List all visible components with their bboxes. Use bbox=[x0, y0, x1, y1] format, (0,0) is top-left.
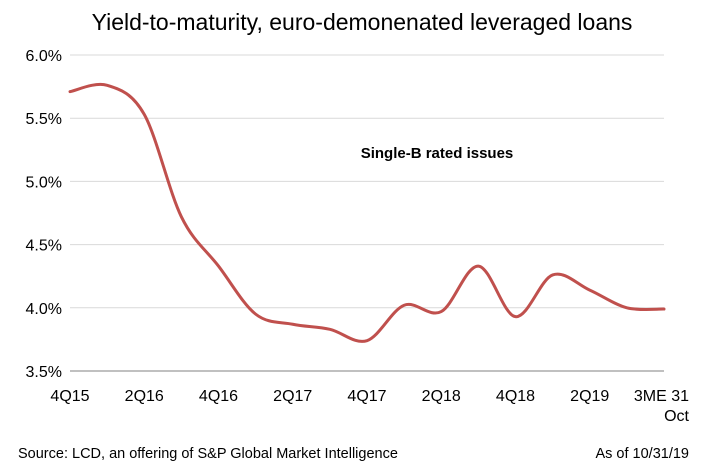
data-point bbox=[69, 90, 72, 93]
series-annotation: Single-B rated issues bbox=[361, 145, 514, 162]
data-point bbox=[143, 113, 146, 116]
x-tick-label: 4Q15 bbox=[50, 388, 89, 405]
data-point bbox=[588, 289, 591, 292]
data-point bbox=[366, 339, 369, 342]
x-tick-label: 2Q18 bbox=[422, 388, 461, 405]
data-point bbox=[551, 273, 554, 276]
y-tick-label: 3.5% bbox=[26, 364, 62, 381]
x-tick-label: 2Q19 bbox=[570, 388, 609, 405]
series-line bbox=[68, 82, 666, 343]
x-tick-label: 3ME 31 Oct bbox=[634, 388, 690, 425]
x-tick-label: 2Q16 bbox=[125, 388, 164, 405]
x-tick-label: 2Q17 bbox=[273, 388, 312, 405]
tick-labels: 3.5% 4.0% 4.5% 5.0% 5.5% 6.0% 4Q15 2Q16 4Q16 2Q17… bbox=[26, 48, 690, 425]
chart-title: Yield-to-maturity, euro-demonenated leve… bbox=[92, 9, 633, 35]
y-tick-label: 4.5% bbox=[26, 238, 62, 255]
data-point bbox=[291, 323, 294, 326]
data-point bbox=[477, 265, 480, 268]
data-point bbox=[180, 215, 183, 218]
data-point bbox=[254, 313, 257, 316]
grid bbox=[70, 54, 664, 309]
as-of-date: As of 10/31/19 bbox=[595, 446, 689, 462]
x-tick-label: 4Q16 bbox=[199, 388, 238, 405]
x-tick-label: 4Q17 bbox=[347, 388, 386, 405]
data-point bbox=[403, 304, 406, 307]
y-tick-label: 5.5% bbox=[26, 111, 62, 128]
y-tick-label: 4.0% bbox=[26, 301, 62, 318]
y-tick-label: 6.0% bbox=[26, 48, 62, 65]
data-point bbox=[625, 306, 628, 309]
series-layer bbox=[68, 82, 666, 343]
data-point bbox=[440, 310, 443, 313]
y-tick-label: 5.0% bbox=[26, 174, 62, 191]
data-point bbox=[106, 84, 109, 87]
source-note: Source: LCD, an offering of S&P Global M… bbox=[18, 446, 398, 462]
data-point bbox=[328, 328, 331, 331]
data-point bbox=[663, 308, 666, 311]
data-point bbox=[514, 315, 517, 318]
data-point bbox=[217, 265, 220, 268]
x-tick-label: 4Q18 bbox=[496, 388, 535, 405]
